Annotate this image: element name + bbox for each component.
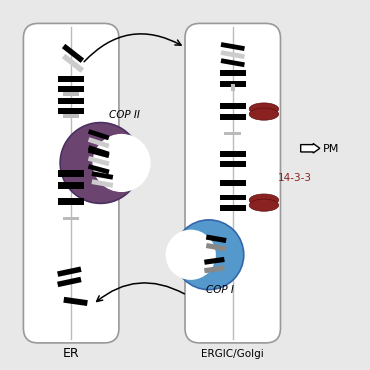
Polygon shape [91, 171, 113, 180]
FancyArrowPatch shape [97, 283, 184, 302]
Bar [58, 170, 84, 177]
Circle shape [166, 230, 216, 280]
Polygon shape [88, 148, 110, 158]
Polygon shape [88, 145, 110, 157]
Polygon shape [88, 164, 110, 174]
Bar [220, 151, 246, 157]
Bar [58, 86, 84, 92]
Bar [58, 108, 84, 114]
Bar [58, 76, 84, 82]
Text: ERGIC/Golgi: ERGIC/Golgi [201, 349, 264, 359]
Polygon shape [204, 265, 225, 273]
Polygon shape [206, 235, 226, 243]
Polygon shape [88, 156, 110, 166]
FancyArrowPatch shape [84, 34, 181, 62]
Bar [220, 205, 246, 211]
Ellipse shape [249, 194, 279, 206]
Bar [220, 114, 246, 120]
Polygon shape [206, 243, 226, 252]
Bar [63, 114, 80, 118]
Bar [225, 132, 241, 135]
FancyBboxPatch shape [23, 23, 119, 343]
FancyBboxPatch shape [185, 23, 280, 343]
Polygon shape [221, 58, 245, 67]
Polygon shape [88, 137, 110, 148]
Text: 14-3-3: 14-3-3 [278, 173, 312, 183]
Bar [63, 92, 80, 95]
FancyArrow shape [301, 144, 320, 153]
Bar [231, 84, 235, 91]
Text: COP II: COP II [109, 110, 140, 120]
Bar [220, 161, 246, 167]
Polygon shape [62, 54, 84, 73]
Polygon shape [62, 44, 84, 63]
Circle shape [174, 220, 244, 290]
Polygon shape [63, 297, 88, 306]
Ellipse shape [249, 199, 279, 211]
Polygon shape [221, 42, 245, 51]
Ellipse shape [249, 103, 279, 115]
Ellipse shape [249, 108, 279, 120]
Circle shape [92, 134, 151, 192]
Bar [220, 180, 246, 186]
Bar [220, 70, 246, 76]
Polygon shape [91, 179, 113, 188]
Bar [220, 81, 246, 87]
Text: COP I: COP I [206, 285, 234, 295]
Bar [58, 198, 84, 205]
Bar [220, 104, 246, 110]
Text: PM: PM [323, 144, 339, 154]
Polygon shape [88, 129, 110, 140]
Polygon shape [57, 266, 81, 277]
Bar [220, 195, 246, 201]
Polygon shape [57, 277, 81, 287]
Circle shape [60, 122, 141, 204]
Text: ER: ER [63, 347, 80, 360]
Polygon shape [204, 257, 225, 265]
Bar [63, 217, 80, 221]
Polygon shape [221, 50, 245, 59]
Bar [58, 98, 84, 104]
Bar [58, 182, 84, 189]
